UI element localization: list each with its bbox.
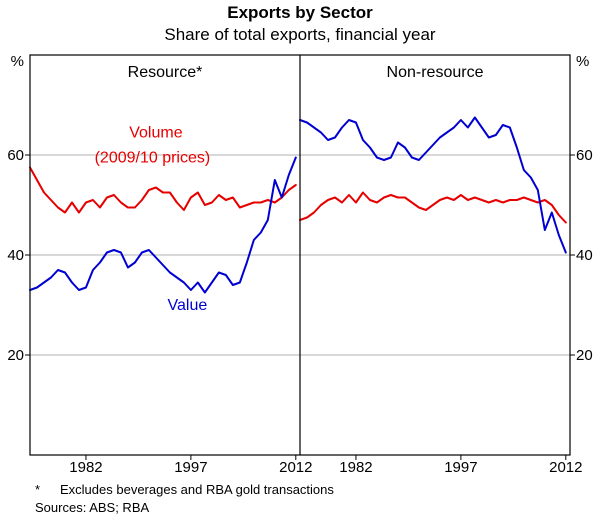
chart-title: Exports by Sector	[227, 3, 373, 22]
x-tick-label: 1997	[174, 459, 207, 476]
panel-title: Non-resource	[387, 64, 484, 81]
series-line-volume-panel-2	[299, 191, 567, 224]
footnote: * Excludes beverages and RBA gold transa…	[35, 482, 590, 498]
footnote-marker: *	[35, 482, 41, 497]
y-unit-label-right: %	[576, 53, 589, 70]
exports-chart-canvas: 1982 1997 2012 Resource* Volume (2009/10 pric…	[7, 53, 593, 476]
x-tick-label: 1982	[69, 459, 102, 476]
x-tick-label: 1997	[444, 459, 477, 476]
series-line-volume-panel-1	[29, 166, 297, 214]
chart-subtitle: Share of total exports, financial year	[164, 25, 436, 44]
y-tick-label-right: 40	[576, 247, 593, 264]
y-unit-label-left: %	[11, 53, 24, 70]
series-annotation: (2009/10 prices)	[95, 150, 211, 167]
y-tick-label-left: 60	[7, 147, 24, 164]
x-tick-label: 2012	[549, 459, 582, 476]
y-tick-label-right: 60	[576, 147, 593, 164]
x-tick-label: 1982	[339, 459, 372, 476]
x-tick-label: 2012	[279, 459, 312, 476]
series-annotation: Value	[168, 297, 208, 314]
footnote-text: Excludes beverages and RBA gold transact…	[60, 482, 334, 497]
y-tick-label-left: 40	[7, 247, 24, 264]
panel-title: Resource*	[128, 64, 203, 81]
series-line-value-panel-1	[29, 156, 297, 294]
series-annotation: Volume	[129, 125, 182, 142]
y-tick-label-right: 20	[576, 347, 593, 364]
y-tick-label-left: 20	[7, 347, 24, 364]
series-line-value-panel-2	[299, 116, 567, 254]
sources-line: Sources: ABS; RBA	[35, 500, 150, 515]
